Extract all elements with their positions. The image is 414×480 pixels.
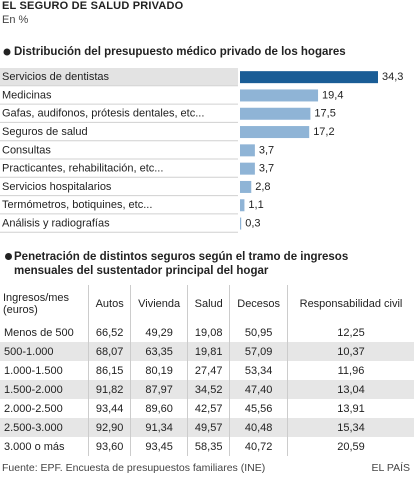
table-cell: 11,96 xyxy=(337,364,365,377)
table-cell: 45,56 xyxy=(229,399,288,418)
bar xyxy=(240,89,319,102)
category-label: Análisis y radiografías xyxy=(2,217,110,229)
table-cell: 87,97 xyxy=(130,380,189,399)
table-title: Penetración de distintos seguros según e… xyxy=(2,250,402,278)
table-cell: 27,47 xyxy=(187,361,231,380)
table-cell: 66,52 xyxy=(88,323,132,342)
bar xyxy=(240,217,242,230)
category-label: Medicinas xyxy=(2,89,52,101)
column-header: Vivienda xyxy=(130,285,189,323)
table-row: 1.500-2.000 91,82 87,97 34,52 47,40 13,04 xyxy=(0,380,414,399)
bar xyxy=(240,144,255,157)
value-label: 0,3 xyxy=(245,217,260,229)
table-cell: 49,57 xyxy=(187,418,231,437)
row-band xyxy=(0,68,238,86)
category-label: Seguros de salud xyxy=(2,126,88,138)
bullet xyxy=(3,48,11,56)
table-cell: 47,40 xyxy=(229,380,288,399)
table-cell: 19,08 xyxy=(187,323,231,342)
table-row: Menos de 500 66,52 49,29 19,08 50,95 12,25 xyxy=(0,323,414,342)
table-row: 3.000 o más 93,60 93,45 58,35 40,72 20,59 xyxy=(0,437,414,456)
value-label: 3,7 xyxy=(259,144,274,156)
table-cell: 58,35 xyxy=(187,437,231,456)
table-cell: 92,90 xyxy=(88,418,132,437)
table-cell: 19,81 xyxy=(187,342,231,361)
table-cell: 57,09 xyxy=(229,342,288,361)
value-label: 17,5 xyxy=(314,108,335,120)
table-cell: 1.500-2.000 xyxy=(0,380,89,399)
category-label: Servicios hospitalarios xyxy=(2,181,112,193)
table-cell: 40,48 xyxy=(229,418,288,437)
table-cell: 500-1.000 xyxy=(0,342,89,361)
table-cell: 91,34 xyxy=(130,418,189,437)
table-row: 500-1.000 68,07 63,35 19,81 57,09 10,37 xyxy=(0,342,414,361)
value-label: 19,4 xyxy=(322,89,343,101)
bar xyxy=(240,126,310,139)
table-cell: 40,72 xyxy=(229,437,288,456)
table-cell: 93,44 xyxy=(88,399,132,418)
page-title: EL SEGURO DE SALUD PRIVADO xyxy=(2,0,184,12)
source: Fuente: EPF. Encuesta de presupuestos fa… xyxy=(2,462,266,474)
value-label: 17,2 xyxy=(313,126,334,138)
bar xyxy=(240,180,252,193)
category-label: Gafas, audifonos, prótesis dentales, etc… xyxy=(2,108,204,120)
table-cell: 49,29 xyxy=(130,323,189,342)
table-cell: 89,60 xyxy=(130,399,189,418)
category-label: Practicantes, rehabilitación, etc... xyxy=(2,163,163,175)
table-cell: 63,35 xyxy=(130,342,189,361)
brand: EL PAÍS xyxy=(371,462,410,474)
table-cell: 12,25 xyxy=(337,326,365,339)
table-cell: 42,57 xyxy=(187,399,231,418)
column-header: Salud xyxy=(187,285,231,323)
table-cell: 86,15 xyxy=(88,361,132,380)
table-cell: 15,34 xyxy=(287,418,414,437)
table-cell: 53,34 xyxy=(229,361,288,380)
table-cell: 2.000-2.500 xyxy=(0,399,89,418)
bar xyxy=(240,107,311,120)
column-header: Ingresos/mes (euros) xyxy=(0,285,89,323)
bar xyxy=(240,199,245,212)
value-label: 3,7 xyxy=(259,163,274,175)
value-label: 1,1 xyxy=(248,199,263,211)
value-label: 2,8 xyxy=(255,181,270,193)
bar xyxy=(240,162,255,175)
table-cell: 2.500-3.000 xyxy=(0,418,89,437)
table-row: 2.000-2.500 93,44 89,60 42,57 45,56 13,91 xyxy=(0,399,414,418)
table-row: 1.000-1.500 86,15 80,19 27,47 53,34 11,96 xyxy=(0,361,414,380)
chart: Distribución del presupuesto médico priv… xyxy=(0,46,403,233)
table-cell: 1.000-1.500 xyxy=(0,361,89,380)
page-subtitle: En % xyxy=(2,14,29,26)
table-cell: Menos de 500 xyxy=(0,323,89,342)
chart-title: Distribución del presupuesto médico priv… xyxy=(14,46,346,58)
table-header: Ingresos/mes (euros) Autos Vivienda Salud De… xyxy=(0,285,414,323)
column-header: Decesos xyxy=(229,285,288,323)
value-label: 34,3 xyxy=(382,71,403,83)
table-cell: 10,37 xyxy=(287,342,414,361)
table: Ingresos/mes (euros) Autos Vivienda Salud De… xyxy=(0,285,414,456)
table-cell: 50,95 xyxy=(229,323,288,342)
table-cell: 13,91 xyxy=(337,402,365,415)
category-label: Servicios de dentistas xyxy=(2,71,109,83)
table-row: 2.500-3.000 92,90 91,34 49,57 40,48 15,34 xyxy=(0,418,414,437)
category-label: Termómetros, botiquines, etc... xyxy=(2,199,152,211)
table-cell: 93,45 xyxy=(130,437,189,456)
table-cell: 34,52 xyxy=(187,380,231,399)
bar xyxy=(240,71,378,84)
table-cell: 80,19 xyxy=(130,361,189,380)
table-cell: 13,04 xyxy=(287,380,414,399)
table-cell: 3.000 o más xyxy=(0,437,89,456)
table-cell: 91,82 xyxy=(88,380,132,399)
table-cell: 20,59 xyxy=(337,440,365,453)
category-label: Consultas xyxy=(2,144,51,156)
column-header: Autos xyxy=(88,285,132,323)
column-header: Responsabilidad civil xyxy=(299,298,403,310)
table-cell: 68,07 xyxy=(88,342,132,361)
table-cell: 93,60 xyxy=(88,437,132,456)
